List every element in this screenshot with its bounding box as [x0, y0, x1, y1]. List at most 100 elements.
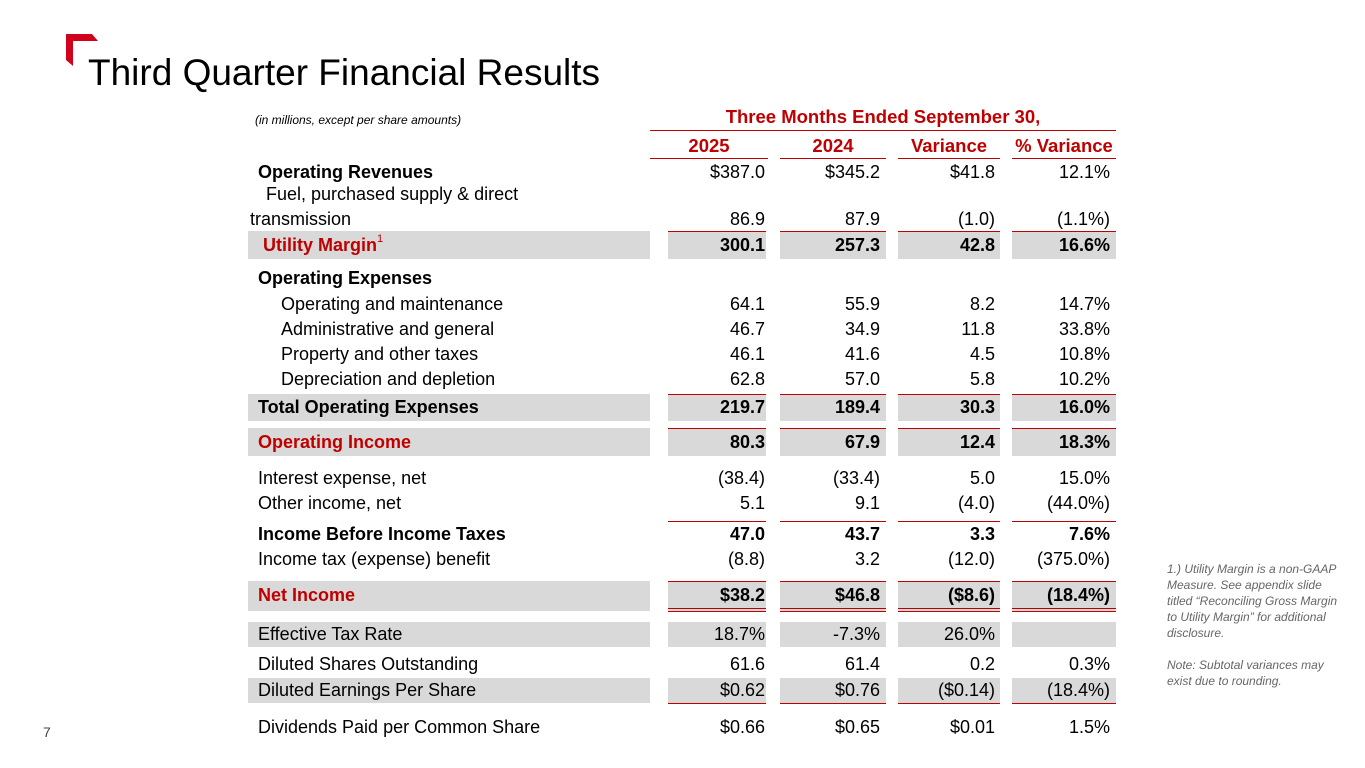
cell-variance: $0.01 — [949, 717, 995, 737]
table-row-utility-margin: Utility Margin1 300.1 257.3 42.8 16.6% — [248, 231, 1118, 259]
cell-2025: $0.62 — [719, 680, 765, 700]
cell-2025: (38.4) — [717, 468, 765, 488]
cell-pct-variance: 10.2% — [1058, 369, 1110, 389]
cell-variance: 42.8 — [959, 235, 995, 255]
cell-pct-variance: 16.0% — [1058, 397, 1110, 417]
row-label: Utility Margin1 — [263, 233, 384, 255]
table-row: Diluted Shares Outstanding 61.6 61.4 0.2… — [248, 652, 1118, 677]
cell-2024: 3.2 — [854, 549, 880, 569]
cell-2025: $38.2 — [719, 585, 765, 605]
cell-2025: 300.1 — [719, 235, 765, 255]
cell-2024: 34.9 — [844, 319, 880, 339]
cell-2024: 41.6 — [844, 344, 880, 364]
cell-pct-variance: (375.0%) — [1036, 549, 1110, 569]
cell-pct-variance: 14.7% — [1058, 294, 1110, 314]
cell-variance: 11.8 — [961, 319, 995, 339]
row-label: Other income, net — [258, 493, 402, 513]
cell-2025: (8.8) — [727, 549, 765, 569]
cell-2025: 61.6 — [729, 654, 765, 674]
cell-variance: ($0.14) — [937, 680, 995, 700]
row-label: Operating Expenses — [258, 268, 433, 288]
units-note: (in millions, except per share amounts) — [255, 113, 462, 127]
footnote-marker: 1 — [377, 233, 384, 245]
cell-2024: $0.65 — [834, 717, 880, 737]
table-row-effective-tax-rate: Effective Tax Rate 18.7% -7.3% 26.0% — [248, 622, 1118, 647]
row-label: Effective Tax Rate — [258, 624, 403, 644]
cell-variance: 0.2 — [969, 654, 995, 674]
table-row-total-operating-expenses: Total Operating Expenses 219.7 189.4 30.… — [248, 394, 1118, 421]
row-label: Fuel, purchased supply & direct — [266, 184, 519, 204]
cell-variance: (4.0) — [957, 493, 995, 513]
row-label: Operating and maintenance — [281, 294, 504, 314]
table-row: Other income, net 5.1 9.1 (4.0) (44.0%) — [248, 491, 1118, 516]
table-row: Administrative and general 46.7 34.9 11.… — [248, 317, 1118, 342]
row-label: Interest expense, net — [258, 468, 427, 488]
cell-2024: 189.4 — [834, 397, 880, 417]
row-label: Operating Revenues — [258, 162, 434, 182]
cell-pct-variance: 15.0% — [1058, 468, 1110, 488]
cell-pct-variance — [1012, 624, 1110, 649]
column-header-pct-variance: % Variance — [1012, 133, 1116, 159]
cell-2024: 87.9 — [844, 209, 880, 229]
table-row-diluted-eps: Diluted Earnings Per Share $0.62 $0.76 (… — [248, 678, 1118, 704]
cell-2024: -7.3% — [832, 624, 880, 644]
cell-2024: $345.2 — [824, 162, 880, 182]
cell-2024: 43.7 — [844, 524, 880, 544]
cell-variance: 8.2 — [969, 294, 995, 314]
cell-2024: 9.1 — [854, 493, 880, 513]
cell-variance: (12.0) — [947, 549, 995, 569]
column-header-2025: 2025 — [650, 133, 768, 159]
cell-pct-variance: 18.3% — [1058, 432, 1110, 452]
cell-variance: ($8.6) — [947, 585, 995, 605]
row-label-continued: transmission — [250, 209, 352, 229]
cell-pct-variance: (1.1%) — [1056, 209, 1110, 229]
cell-2024: $46.8 — [834, 585, 880, 605]
page-number: 7 — [43, 724, 51, 740]
cell-pct-variance: (18.4%) — [1046, 680, 1110, 700]
cell-variance: (1.0) — [957, 209, 995, 229]
cell-variance: 4.5 — [969, 344, 995, 364]
footnotes: 1.) Utility Margin is a non-GAAP Measure… — [1167, 561, 1342, 705]
cell-2024: (33.4) — [832, 468, 880, 488]
cell-variance: 3.3 — [969, 524, 995, 544]
cell-2025: 46.1 — [729, 344, 765, 364]
cell-pct-variance: 7.6% — [1068, 524, 1110, 544]
footnote-utility-margin: 1.) Utility Margin is a non-GAAP Measure… — [1167, 562, 1338, 640]
cell-variance: 30.3 — [959, 397, 995, 417]
cell-2024: $0.76 — [834, 680, 880, 700]
cell-2024: 57.0 — [844, 369, 880, 389]
cell-variance: 5.8 — [969, 369, 995, 389]
cell-pct-variance: (44.0%) — [1046, 493, 1110, 513]
cell-variance: 5.0 — [969, 468, 995, 488]
cell-2025: 47.0 — [729, 524, 765, 544]
cell-2025: 80.3 — [729, 432, 765, 452]
cell-pct-variance: 16.6% — [1058, 235, 1110, 255]
table-row: Operating and maintenance 64.1 55.9 8.2 … — [248, 292, 1118, 317]
table-row-income-before-taxes: Income Before Income Taxes 47.0 43.7 3.3… — [248, 521, 1118, 546]
cell-2025: 46.7 — [729, 319, 765, 339]
row-label: Administrative and general — [281, 319, 495, 339]
footnote-rounding: Note: Subtotal variances may exist due t… — [1167, 658, 1324, 688]
cell-2025: 18.7% — [713, 624, 765, 644]
cell-2024: 61.4 — [844, 654, 880, 674]
row-label: Diluted Earnings Per Share — [258, 680, 477, 700]
period-header: Three Months Ended September 30, — [650, 103, 1116, 131]
cell-2025: 5.1 — [739, 493, 765, 513]
row-label: Income Before Income Taxes — [258, 524, 506, 544]
row-label: Operating Income — [258, 432, 412, 452]
table-row: Operating Revenues $387.0 $345.2 $41.8 1… — [248, 160, 1118, 184]
cell-pct-variance: 10.8% — [1058, 344, 1110, 364]
cell-2025: 86.9 — [729, 209, 765, 229]
row-label: Depreciation and depletion — [281, 369, 496, 389]
table-row-operating-income: Operating Income 80.3 67.9 12.4 18.3% — [248, 428, 1118, 456]
cell-variance: 12.4 — [959, 432, 995, 452]
table-row: Dividends Paid per Common Share $0.66 $0… — [248, 715, 1118, 740]
cell-variance: 26.0% — [943, 624, 995, 644]
slide-title: Third Quarter Financial Results — [88, 52, 601, 93]
table-row: Income tax (expense) benefit (8.8) 3.2 (… — [248, 547, 1118, 572]
table-row: Interest expense, net (38.4) (33.4) 5.0 … — [248, 466, 1118, 491]
column-header-variance: Variance — [898, 133, 1000, 159]
cell-2024: 67.9 — [844, 432, 880, 452]
logo-icon — [66, 34, 98, 66]
cell-pct-variance: 33.8% — [1058, 319, 1110, 339]
